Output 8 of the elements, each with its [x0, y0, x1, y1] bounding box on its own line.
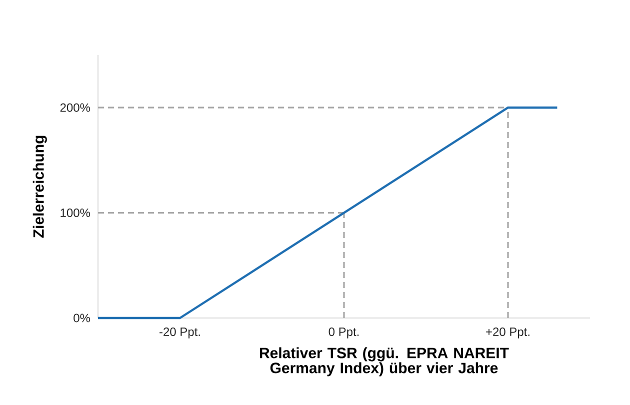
y-tick-label: 100%	[60, 208, 90, 218]
x-axis-title: Relativer TSR (ggü. EPRA NAREIT Germany Index) über vier Jahre	[260, 347, 509, 376]
y-tick-label: 200%	[60, 103, 90, 112]
x-tick-label: -20 Ppt.	[160, 328, 200, 338]
y-tick-label: 0%	[74, 314, 90, 322]
x-tick-label: 0 Ppt.	[328, 328, 359, 338]
x-tick-label: +20 Ppt.	[486, 328, 530, 338]
y-axis-title: Zielerreichung	[32, 136, 47, 238]
